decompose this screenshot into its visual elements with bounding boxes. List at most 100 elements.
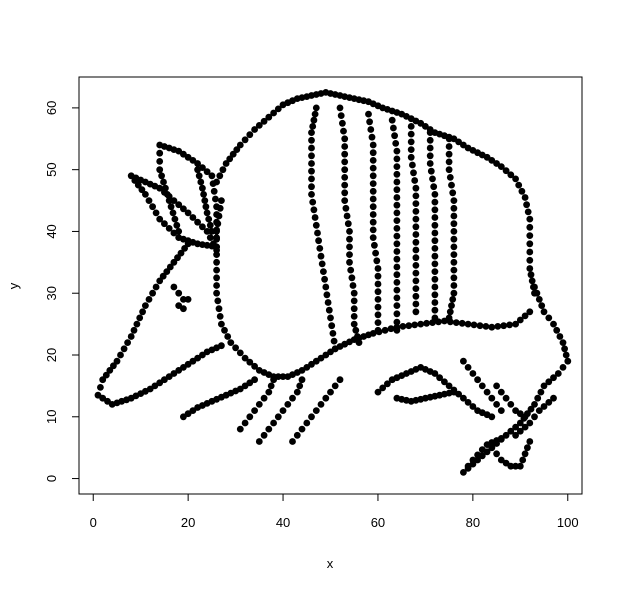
- data-point: [512, 320, 519, 328]
- data-point: [341, 135, 349, 143]
- data-point: [393, 163, 401, 171]
- data-point: [322, 283, 330, 291]
- data-point: [526, 240, 534, 248]
- data-point: [156, 149, 164, 157]
- data-point: [381, 326, 389, 334]
- data-point: [156, 158, 164, 165]
- data-point: [308, 360, 315, 368]
- data-point: [393, 294, 401, 302]
- data-point: [526, 438, 534, 445]
- data-point: [474, 376, 481, 384]
- data-point: [564, 357, 572, 365]
- data-point: [308, 129, 315, 137]
- data-point: [205, 215, 213, 223]
- data-point: [393, 155, 401, 163]
- data-point: [507, 427, 515, 435]
- data-point: [165, 197, 173, 205]
- data-point: [450, 235, 458, 243]
- data-point: [393, 286, 401, 294]
- data-point: [519, 456, 527, 464]
- data-point: [341, 143, 349, 150]
- data-point: [303, 419, 311, 427]
- data-point: [412, 238, 420, 246]
- y-tick-label: 10: [44, 410, 59, 424]
- data-point: [175, 228, 183, 235]
- data-point: [145, 296, 153, 303]
- data-point: [393, 232, 401, 240]
- data-point: [350, 305, 358, 313]
- data-point: [531, 283, 538, 291]
- data-point: [431, 314, 439, 322]
- data-point: [369, 157, 377, 164]
- data-point: [323, 291, 331, 299]
- data-point: [367, 126, 375, 133]
- data-point: [330, 337, 338, 345]
- data-point: [213, 243, 221, 251]
- data-point: [393, 225, 401, 232]
- data-point: [393, 147, 401, 155]
- data-point: [342, 204, 350, 212]
- data-point: [130, 326, 138, 334]
- data-point: [308, 136, 315, 144]
- data-point: [158, 172, 166, 180]
- data-points: [94, 89, 572, 476]
- data-point: [156, 215, 164, 223]
- data-point: [194, 160, 202, 167]
- data-point: [246, 379, 254, 387]
- data-point: [215, 305, 223, 313]
- data-point: [194, 354, 202, 362]
- data-point: [450, 282, 458, 289]
- data-point: [340, 127, 347, 135]
- data-point: [426, 129, 434, 137]
- data-point: [407, 123, 415, 130]
- data-point: [411, 177, 419, 184]
- data-point: [405, 322, 413, 330]
- data-point: [540, 308, 548, 316]
- data-point: [374, 296, 382, 303]
- data-point: [553, 326, 561, 334]
- data-point: [165, 225, 173, 232]
- data-point: [559, 339, 567, 346]
- data-point: [308, 144, 315, 152]
- data-point: [506, 321, 513, 329]
- x-tick-label: 20: [181, 515, 195, 530]
- data-point: [556, 333, 564, 340]
- data-point: [393, 302, 401, 309]
- data-point: [316, 245, 324, 252]
- data-point: [561, 345, 568, 353]
- data-point: [393, 201, 401, 209]
- data-point: [311, 214, 319, 221]
- data-point: [374, 265, 382, 272]
- data-point: [310, 206, 318, 214]
- data-point: [445, 135, 453, 143]
- data-point: [516, 427, 524, 435]
- data-point: [374, 288, 382, 296]
- data-point: [180, 305, 187, 313]
- data-point: [528, 277, 536, 285]
- data-point: [213, 178, 221, 186]
- data-point: [524, 444, 531, 452]
- data-point: [324, 299, 332, 306]
- data-point: [270, 109, 277, 117]
- data-point: [392, 140, 400, 147]
- data-point: [346, 243, 353, 251]
- data-point: [497, 435, 505, 442]
- data-point: [344, 220, 352, 228]
- data-point: [309, 123, 317, 130]
- data-point: [318, 260, 326, 268]
- x-tick-label: 0: [90, 515, 97, 530]
- data-point: [497, 163, 505, 171]
- data-point: [482, 323, 490, 330]
- data-point: [175, 289, 183, 297]
- data-point: [170, 283, 178, 291]
- data-point: [312, 407, 320, 414]
- data-point: [407, 138, 415, 146]
- data-point: [346, 258, 353, 266]
- data-point: [526, 308, 534, 316]
- data-point: [236, 425, 244, 433]
- data-point: [317, 252, 325, 260]
- data-point: [224, 333, 232, 340]
- data-point: [350, 289, 358, 297]
- x-tick-label: 40: [276, 515, 290, 530]
- data-point: [388, 116, 396, 124]
